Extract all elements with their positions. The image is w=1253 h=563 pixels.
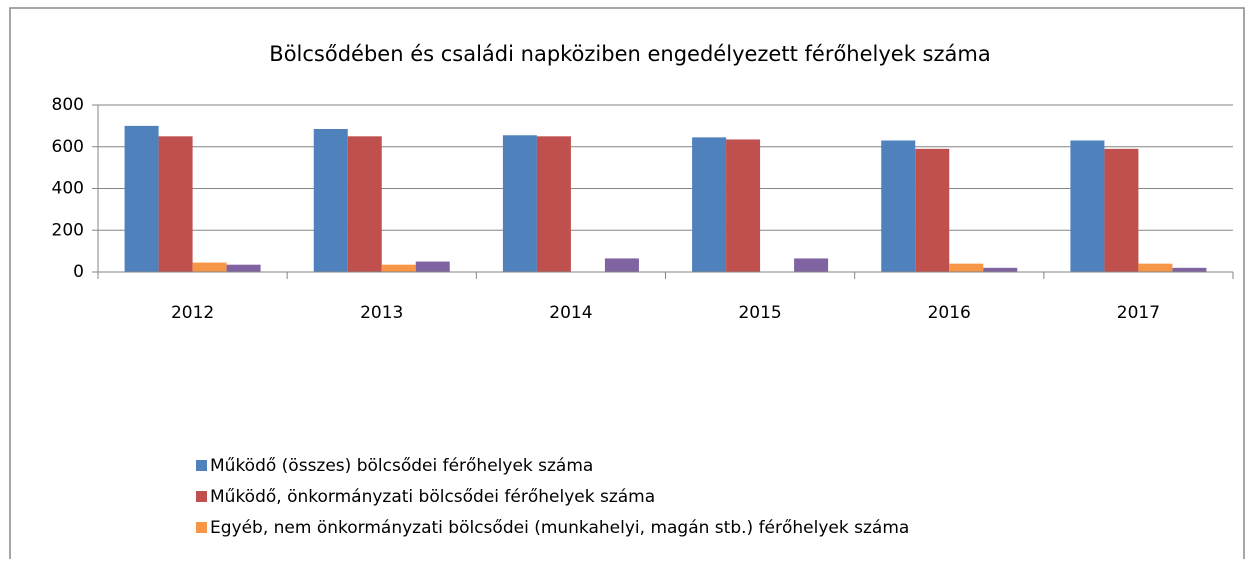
bar [536, 136, 571, 272]
y-tick-label: 600 [52, 137, 84, 157]
bar [1104, 148, 1139, 272]
bar [313, 129, 348, 272]
bar [726, 139, 761, 272]
bar [347, 136, 382, 272]
bar [158, 136, 193, 272]
legend-swatch [196, 491, 207, 502]
x-tick-label: 2017 [1117, 303, 1160, 323]
x-tick-label: 2013 [360, 303, 403, 323]
y-tick-label: 400 [52, 179, 84, 199]
legend-swatch [196, 522, 207, 533]
legend-label: Működő (összes) bölcsődei férőhelyek szá… [210, 456, 593, 476]
chart-title: Bölcsődében és családi napköziben engedé… [269, 42, 990, 66]
bar [881, 140, 916, 272]
bar [794, 258, 829, 272]
bar [1172, 267, 1207, 272]
y-tick-label: 0 [73, 262, 84, 282]
y-tick-label: 800 [52, 95, 84, 115]
bar [226, 264, 261, 272]
legend-label: Működő, önkormányzati bölcsődei férőhely… [210, 487, 655, 507]
bar [192, 262, 227, 272]
x-tick-label: 2014 [549, 303, 592, 323]
bar [692, 137, 727, 272]
legend-label: Egyéb, nem önkormányzati bölcsődei (munk… [210, 518, 909, 538]
bar [124, 125, 159, 272]
x-tick-label: 2012 [171, 303, 214, 323]
chart-border [9, 7, 1245, 563]
x-tick-label: 2016 [928, 303, 971, 323]
legend-swatch [196, 460, 207, 471]
bar [381, 264, 416, 272]
bar [1138, 263, 1173, 272]
bar [415, 261, 450, 272]
bar [1070, 140, 1105, 272]
bar [949, 263, 984, 272]
bar [983, 267, 1018, 272]
x-tick-label: 2015 [738, 303, 781, 323]
bar [604, 258, 639, 272]
y-tick-label: 200 [52, 220, 84, 240]
bar [502, 135, 537, 272]
bar [915, 148, 950, 272]
